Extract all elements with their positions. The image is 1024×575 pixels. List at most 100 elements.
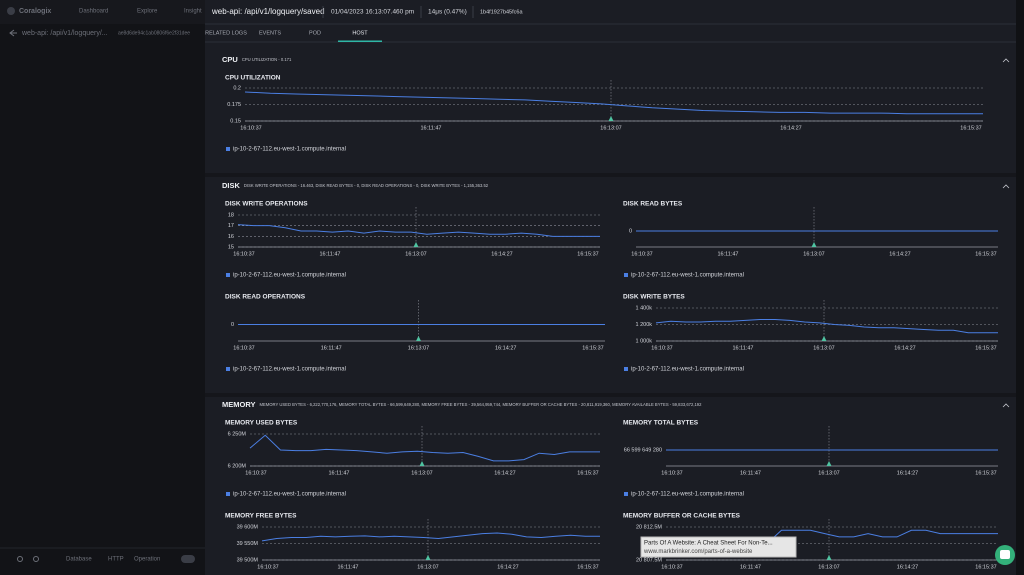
collapse-chevron[interactable]	[1002, 184, 1010, 189]
x-tick-label: 16:11:47	[328, 470, 349, 476]
legend-swatch	[226, 367, 230, 371]
span-id: 1b4f1927b45fc6a	[480, 9, 523, 15]
x-tick-label: 16:15:37	[577, 251, 598, 257]
selected-time-marker	[419, 461, 425, 466]
section-summary: DISK WRITE OPERATIONS - 16.463, DISK REA…	[244, 183, 489, 188]
chart-title: DISK WRITE OPERATIONS	[225, 201, 308, 208]
chart-title: DISK READ OPERATIONS	[225, 294, 306, 301]
x-tick-label: 16:14:27	[494, 470, 515, 476]
x-tick-label: 16:13:07	[813, 345, 834, 351]
toggle[interactable]	[181, 555, 195, 563]
y-tick-label: 17	[228, 223, 234, 229]
legend-swatch	[624, 492, 628, 496]
selected-time-marker	[826, 461, 832, 466]
scrollbar[interactable]	[1016, 0, 1024, 575]
toolbar-item[interactable]: Operation	[134, 557, 160, 563]
y-tick-label: 6 200M	[228, 463, 247, 469]
breadcrumb: web-api: /api/v1/logquery/...	[21, 30, 108, 37]
legend-swatch	[624, 367, 628, 371]
chart-title: MEMORY FREE BYTES	[225, 513, 297, 520]
y-tick-label: 16	[228, 234, 234, 240]
chart-title: DISK WRITE BYTES	[623, 294, 685, 301]
y-tick-label: 0	[629, 228, 632, 234]
collapse-chevron[interactable]	[1002, 403, 1010, 408]
y-tick-label: 20 807.5M	[636, 557, 662, 563]
x-tick-label: 16:11:47	[732, 345, 753, 351]
y-tick-label: 39 600M	[237, 524, 259, 530]
series-line	[261, 532, 600, 542]
x-tick-label: 16:13:07	[408, 345, 429, 351]
y-tick-label: 1 000k	[635, 338, 652, 344]
legend-label[interactable]: ip-10-2-67-112.eu-west-1.compute.interna…	[233, 147, 346, 153]
tab[interactable]: RELATED LOGS	[205, 30, 247, 36]
nav-item[interactable]: Explore	[137, 9, 158, 15]
chart-title: DISK READ BYTES	[623, 201, 683, 208]
y-tick-label: 6 250M	[228, 431, 247, 437]
trace-id: ae8d6de94c1ab0806f6e2f31dee	[118, 30, 190, 36]
legend-swatch	[226, 492, 230, 496]
x-tick-label: 16:13:07	[803, 251, 824, 257]
selected-time-marker	[821, 336, 827, 341]
x-tick-label: 16:10:37	[661, 564, 682, 570]
toolbar-item[interactable]: HTTP	[108, 557, 124, 563]
zoom-icon[interactable]	[17, 556, 23, 562]
y-tick-label: 15	[228, 244, 234, 250]
legend-label[interactable]: ip-10-2-67-112.eu-west-1.compute.interna…	[233, 492, 346, 498]
chart-title: MEMORY BUFFER OR CACHE BYTES	[623, 513, 741, 520]
toolbar-item[interactable]: Database	[66, 557, 92, 563]
legend-label[interactable]: ip-10-2-67-112.eu-west-1.compute.interna…	[631, 367, 744, 373]
tab[interactable]: POD	[309, 30, 321, 36]
x-tick-label: 16:15:37	[960, 125, 981, 131]
nav-item[interactable]: Insight	[184, 9, 202, 15]
y-tick-label: 39 550M	[237, 541, 259, 547]
chart-title: MEMORY TOTAL BYTES	[623, 420, 699, 427]
x-tick-label: 16:14:27	[894, 345, 915, 351]
legend-swatch	[624, 273, 628, 277]
section-separator	[205, 393, 1016, 397]
tabs: RELATED LOGS EVENTS POD HOST	[205, 30, 382, 42]
chart-title: MEMORY USED BYTES	[225, 420, 298, 427]
tooltip-url: www.markbrinker.com/parts-of-a-website	[643, 549, 753, 555]
x-tick-label: 16:10:37	[661, 470, 682, 476]
series-line	[249, 434, 600, 462]
section-summary: CPU UTILIZATION - 0.171	[242, 57, 292, 62]
y-tick-label: 0.175	[227, 102, 241, 108]
y-tick-label: 20 812.5M	[636, 524, 662, 530]
legend-label[interactable]: ip-10-2-67-112.eu-west-1.compute.interna…	[233, 367, 346, 373]
x-tick-label: 16:11:47	[337, 564, 358, 570]
legend-label[interactable]: ip-10-2-67-112.eu-west-1.compute.interna…	[631, 492, 744, 498]
x-tick-label: 16:10:37	[651, 345, 672, 351]
x-tick-label: 16:10:37	[245, 470, 266, 476]
x-tick-label: 16:13:07	[417, 564, 438, 570]
brand-logo	[7, 7, 15, 15]
tab[interactable]: HOST	[352, 30, 368, 36]
x-tick-label: 16:11:47	[740, 470, 761, 476]
collapse-chevron[interactable]	[1002, 58, 1010, 63]
x-tick-label: 16:10:37	[233, 251, 254, 257]
selected-time-marker	[811, 242, 817, 247]
nav-item[interactable]: Dashboard	[79, 9, 108, 15]
tab[interactable]: EVENTS	[259, 30, 281, 36]
x-tick-label: 16:11:47	[319, 251, 340, 257]
y-tick-label: 0.15	[230, 118, 241, 124]
span-duration: 14μs (0.47%)	[428, 9, 467, 16]
selected-time-marker	[413, 242, 419, 247]
series-line	[244, 91, 983, 115]
x-tick-label: 16:10:37	[240, 125, 261, 131]
x-tick-label: 16:15:37	[975, 564, 996, 570]
legend-label[interactable]: ip-10-2-67-112.eu-west-1.compute.interna…	[631, 273, 744, 279]
x-tick-label: 16:13:07	[600, 125, 621, 131]
y-tick-label: 1 400k	[635, 305, 652, 311]
zoom-icon[interactable]	[33, 556, 39, 562]
x-tick-label: 16:15:37	[577, 564, 598, 570]
x-tick-label: 16:13:07	[818, 470, 839, 476]
selected-time-marker	[608, 116, 614, 121]
x-tick-label: 16:14:27	[780, 125, 801, 131]
x-tick-label: 16:14:27	[497, 564, 518, 570]
back-arrow[interactable]	[9, 29, 17, 37]
section-summary: MEMORY USED BYTES - 6,222,770,176, MEMOR…	[259, 402, 702, 407]
y-tick-label: 39 500M	[237, 557, 259, 563]
legend-label[interactable]: ip-10-2-67-112.eu-west-1.compute.interna…	[233, 273, 346, 279]
